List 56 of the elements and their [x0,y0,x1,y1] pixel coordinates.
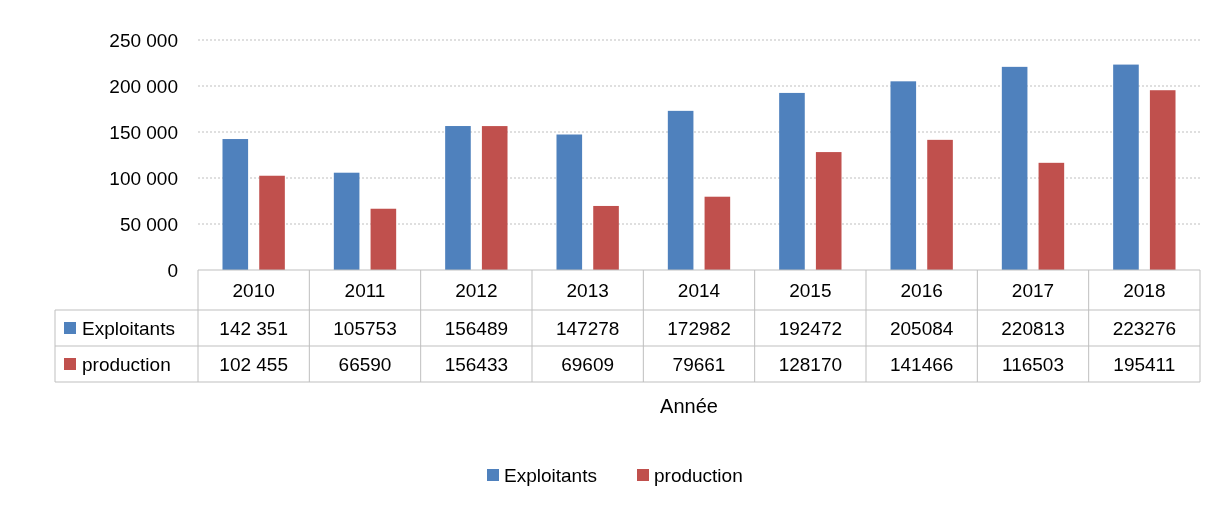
data-label: 223276 [1112,317,1177,339]
y-tick-label: 0 [167,259,178,281]
data-label: 156433 [444,353,509,375]
data-label: 116503 [1002,353,1064,375]
data-label: 79661 [672,353,726,375]
bar [481,126,508,270]
data-label: 156489 [444,317,509,339]
data-label: 195411 [1113,353,1176,375]
y-tick-label: 200 000 [109,75,178,97]
x-axis-title: Année [660,395,718,417]
data-label: 128170 [778,353,843,375]
data-label: 220813 [1001,317,1065,339]
x-tick-label: 2017 [1011,279,1055,301]
data-label: 102 455 [219,353,289,375]
data-label: 147278 [555,317,620,339]
data-label: 105753 [333,317,397,339]
bar [1113,64,1139,270]
y-tick-label: 100 000 [109,167,178,189]
x-tick-label: 2016 [900,279,943,301]
bar [1001,66,1028,270]
bar [815,152,842,270]
x-tick-label: 2011 [344,279,386,301]
x-tick-label: 2015 [789,279,832,301]
y-tick-label: 250 000 [109,29,178,51]
bar [333,172,360,270]
legend-label: production [82,353,171,375]
x-tick-label: 2010 [232,279,275,301]
x-tick-label: 2018 [1123,279,1166,301]
bar [222,139,249,270]
bar [779,92,805,270]
x-tick-label: 2014 [677,279,721,301]
bar [593,205,619,270]
legend-label: Exploitants [82,317,175,339]
data-label: 141466 [889,353,954,375]
y-tick-label: 150 000 [109,121,178,143]
bar [556,134,583,270]
data-label: 69609 [561,353,615,375]
bar [667,110,694,270]
data-label: 172982 [667,317,731,339]
bar [445,126,471,270]
bar [259,175,285,270]
text: production [654,464,743,486]
data-label: 142 351 [219,317,289,339]
y-tick-label: 50 000 [119,213,178,235]
bar [704,196,731,270]
bar [927,139,953,270]
bar [370,208,397,270]
data-label: 205084 [889,317,954,339]
x-tick-label: 2013 [566,279,609,301]
bar [1149,90,1176,270]
bar [890,81,917,270]
text: Exploitants [504,464,597,486]
data-label: 66590 [338,353,392,375]
x-tick-label: 2012 [455,279,498,301]
data-label: 192472 [778,317,843,339]
bar [1038,162,1065,270]
